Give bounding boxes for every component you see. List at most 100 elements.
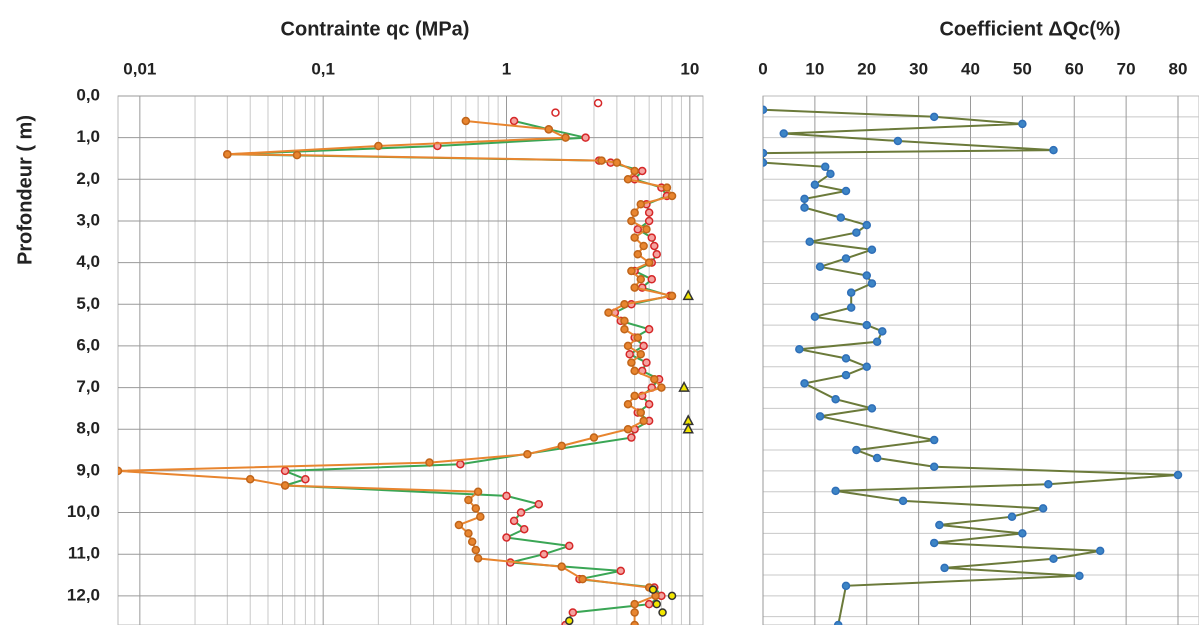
marker bbox=[516, 508, 526, 517]
x-tick-label: 50 bbox=[1013, 59, 1032, 78]
marker bbox=[810, 312, 820, 322]
marker bbox=[534, 499, 544, 509]
marker bbox=[662, 183, 672, 192]
marker bbox=[627, 433, 636, 442]
marker bbox=[929, 112, 939, 122]
marker bbox=[682, 422, 694, 434]
marker bbox=[935, 520, 944, 530]
x-tick-label: 0,01 bbox=[123, 59, 156, 78]
marker bbox=[878, 327, 887, 336]
marker bbox=[620, 316, 629, 326]
marker bbox=[862, 220, 871, 230]
x-tick-label: 0 bbox=[758, 59, 767, 78]
marker bbox=[639, 241, 648, 251]
marker bbox=[245, 474, 255, 484]
x-tick-label: 80 bbox=[1169, 59, 1188, 78]
x-tick-label: 10 bbox=[680, 59, 699, 78]
marker bbox=[826, 169, 835, 179]
marker bbox=[544, 125, 553, 134]
y-tick-label: 6,0 bbox=[76, 335, 100, 354]
plot bbox=[763, 105, 1183, 625]
marker bbox=[867, 404, 877, 413]
marker bbox=[652, 599, 661, 609]
marker bbox=[620, 325, 629, 334]
marker bbox=[604, 308, 613, 317]
x-tick-label: 1 bbox=[502, 59, 511, 78]
marker bbox=[557, 562, 566, 571]
x-tick-label: 0,1 bbox=[311, 59, 335, 78]
marker bbox=[800, 194, 809, 204]
y-tick-label: 12,0 bbox=[67, 585, 100, 604]
marker bbox=[893, 136, 903, 146]
marker bbox=[815, 262, 825, 272]
marker bbox=[642, 358, 651, 367]
x-tick-label: 70 bbox=[1117, 59, 1136, 78]
marker bbox=[616, 566, 626, 576]
marker bbox=[1095, 546, 1105, 556]
marker bbox=[647, 275, 657, 284]
marker bbox=[630, 620, 639, 625]
marker bbox=[647, 233, 657, 242]
marker bbox=[1038, 504, 1048, 513]
marker bbox=[763, 105, 768, 114]
marker bbox=[763, 148, 768, 158]
y-tick-label: 2,0 bbox=[76, 169, 100, 188]
marker bbox=[633, 333, 643, 342]
marker bbox=[633, 250, 643, 259]
marker bbox=[509, 116, 519, 126]
y-tick-label: 3,0 bbox=[76, 210, 100, 229]
marker bbox=[565, 616, 574, 625]
y-axis-label: Profondeur ( m) bbox=[14, 115, 36, 265]
marker bbox=[620, 300, 629, 309]
marker bbox=[846, 303, 856, 312]
marker bbox=[833, 620, 843, 625]
marker bbox=[862, 271, 871, 280]
marker bbox=[471, 504, 481, 513]
marker bbox=[578, 574, 587, 584]
marker bbox=[581, 133, 590, 142]
marker bbox=[374, 141, 383, 151]
marker bbox=[509, 516, 519, 526]
marker bbox=[867, 279, 877, 288]
marker bbox=[630, 208, 639, 217]
marker bbox=[678, 380, 690, 392]
marker bbox=[623, 175, 633, 184]
marker bbox=[929, 462, 939, 471]
plot bbox=[118, 98, 694, 625]
marker bbox=[644, 208, 654, 217]
marker bbox=[630, 366, 639, 376]
marker bbox=[473, 487, 483, 496]
marker bbox=[852, 228, 861, 237]
marker bbox=[467, 537, 477, 546]
chart-title: Contrainte qc (MPa) bbox=[281, 18, 470, 40]
marker bbox=[644, 216, 654, 226]
marker bbox=[652, 250, 661, 259]
marker bbox=[520, 524, 529, 534]
marker bbox=[637, 166, 647, 176]
marker bbox=[1007, 512, 1017, 521]
marker bbox=[846, 288, 856, 297]
x-tick-label: 30 bbox=[909, 59, 928, 78]
marker bbox=[623, 341, 633, 351]
marker bbox=[476, 512, 485, 521]
marker bbox=[623, 399, 633, 409]
marker bbox=[612, 158, 622, 167]
marker bbox=[280, 466, 290, 476]
marker bbox=[852, 445, 861, 455]
marker bbox=[642, 225, 651, 234]
marker bbox=[589, 433, 599, 442]
x-tick-label: 20 bbox=[857, 59, 876, 78]
marker bbox=[1018, 119, 1027, 129]
marker bbox=[841, 254, 851, 263]
chart-title: Coefficient ΔQc(%) bbox=[939, 18, 1120, 40]
marker bbox=[831, 486, 840, 496]
marker bbox=[627, 358, 636, 367]
marker bbox=[639, 416, 648, 426]
y-tick-label: 10,0 bbox=[67, 502, 100, 521]
y-tick-label: 0,0 bbox=[76, 85, 100, 104]
marker bbox=[800, 203, 809, 212]
marker bbox=[1173, 470, 1183, 480]
marker bbox=[539, 549, 549, 559]
y-tick-label: 8,0 bbox=[76, 419, 100, 438]
